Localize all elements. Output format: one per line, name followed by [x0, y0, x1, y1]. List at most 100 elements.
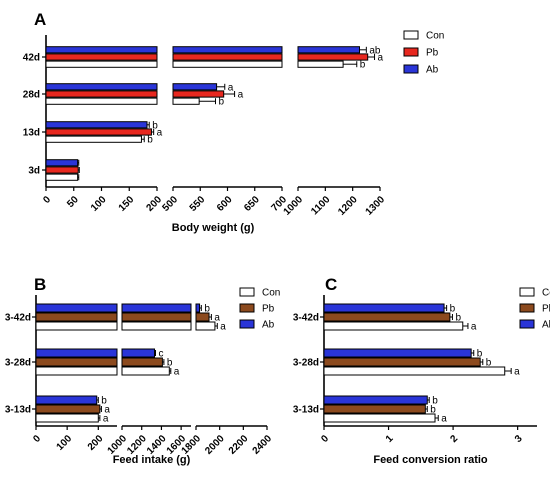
x-tick-label: 100 [55, 433, 75, 453]
legend-swatch-pb [239, 303, 255, 313]
significance-letter: b [147, 135, 153, 146]
x-tick-label: 2000 [203, 433, 227, 457]
bar-pb [323, 404, 426, 414]
bar-con [323, 366, 506, 376]
significance-letter: b [167, 358, 173, 369]
significance-letter: a [471, 322, 477, 333]
legend-swatch-ab [519, 319, 535, 329]
x-axis-title: Feed conversion ratio [373, 454, 488, 466]
bar-con [121, 366, 170, 376]
significance-letter: a [238, 90, 244, 101]
significance-letter: b [204, 304, 210, 315]
legend-label: Con [426, 31, 444, 42]
x-tick-label: 550 [188, 194, 208, 214]
significance-letter: b [432, 396, 438, 407]
legend-label: Ab [262, 320, 275, 331]
bar-ab [35, 395, 98, 405]
bar-con [45, 173, 79, 181]
significance-letter: b [101, 396, 107, 407]
significance-letter: a [378, 53, 384, 64]
x-tick-label: 200 [86, 433, 106, 453]
bar-ab [195, 303, 201, 313]
significance-letter: a [174, 367, 180, 378]
significance-letter: a [214, 313, 220, 324]
x-tick-label: 1200 [336, 194, 360, 218]
legend-label: Pb [426, 48, 439, 59]
significance-letter: b [455, 313, 461, 324]
bar-pb [35, 404, 101, 414]
legend-swatch-con [403, 30, 419, 40]
bar-pb [172, 90, 225, 98]
significance-letter: b [430, 405, 436, 416]
category-label: 3-13d [293, 405, 319, 416]
category-label: 28d [23, 90, 40, 101]
x-tick-label: 600 [215, 194, 235, 214]
category-label: 42d [23, 53, 40, 64]
category-label: 13d [23, 128, 40, 139]
category-label: 3-28d [293, 358, 319, 369]
legend-label: Ab [426, 65, 439, 76]
bar-con [45, 135, 142, 143]
bar-con [195, 321, 216, 331]
bar-ab [35, 348, 118, 358]
x-tick-label: 1 [384, 433, 396, 445]
x-tick-label: 0 [319, 433, 331, 445]
bar-pb [121, 357, 163, 367]
bar-ab [323, 395, 428, 405]
bar-con [35, 413, 99, 423]
bar-con [172, 97, 200, 105]
bar-con [45, 60, 158, 68]
significance-letter: ab [369, 45, 381, 56]
category-label: 3-42d [5, 313, 31, 324]
panel-label: A [34, 10, 46, 29]
bar-ab [323, 348, 472, 358]
bar-ab [172, 46, 283, 54]
bar-pb [45, 128, 152, 136]
bar-ab [172, 83, 218, 91]
category-label: 3-13d [5, 405, 31, 416]
x-tick-label: 650 [242, 194, 262, 214]
x-axis-title: Feed intake (g) [113, 454, 191, 466]
bar-ab [45, 121, 148, 129]
x-tick-label: 50 [65, 194, 81, 210]
legend-label: Con [262, 288, 280, 299]
x-tick-label: 2200 [227, 433, 251, 457]
significance-letter: b [477, 349, 483, 360]
legend-label: Con [542, 288, 550, 299]
bar-con [297, 60, 344, 68]
x-tick-label: 500 [160, 194, 180, 214]
bar-ab [45, 46, 158, 54]
bar-ab [121, 303, 192, 313]
x-tick-label: 3 [513, 433, 525, 445]
significance-letter: b [152, 120, 158, 131]
significance-letter: b [486, 358, 492, 369]
significance-letter: b [219, 97, 225, 108]
legend-swatch-con [239, 287, 255, 297]
panel-label: B [34, 275, 46, 294]
x-tick-label: 1300 [364, 194, 388, 218]
category-label: 3d [28, 166, 40, 177]
legend: Con Pb Ab [403, 30, 444, 76]
significance-letter: a [157, 128, 163, 139]
legend: Con Pb Ab [239, 287, 280, 331]
bar-ab [45, 83, 158, 91]
x-tick-label: 1000 [282, 194, 306, 218]
bar-ab [121, 348, 156, 358]
bar-pb [172, 53, 283, 61]
legend-label: Pb [262, 304, 275, 315]
significance-letter: c [159, 349, 164, 360]
bar-con [323, 413, 436, 423]
bar-pb [323, 357, 481, 367]
legend-swatch-pb [403, 47, 419, 57]
bar-pb [35, 312, 118, 322]
bar-con [45, 97, 158, 105]
bar-pb [45, 90, 158, 98]
bar-con [35, 321, 118, 331]
x-axis-title: Body weight (g) [172, 222, 255, 234]
x-tick-label: 0 [31, 433, 43, 445]
x-tick-label: 100 [89, 194, 109, 214]
